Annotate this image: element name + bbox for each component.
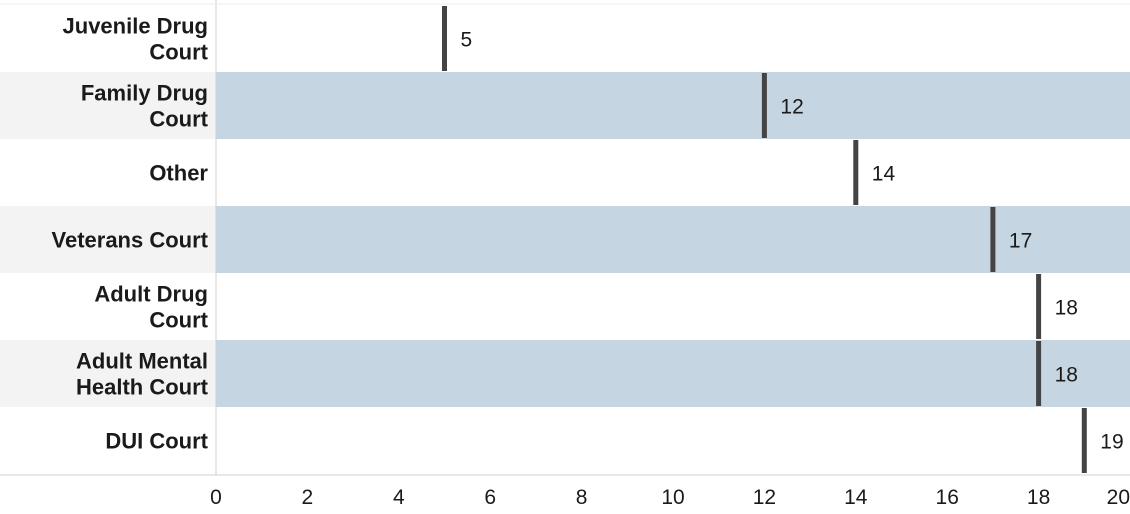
- row-label-juvenile-drug-court-line-2: Court: [149, 40, 208, 65]
- data-label-adult-drug-court: 18: [1055, 297, 1078, 320]
- row-band-adult-mental-health-court: [216, 340, 1130, 407]
- x-tick-label-4: 4: [393, 486, 405, 509]
- x-tick-label-12: 12: [753, 486, 776, 509]
- row-label-dui-court: DUI Court: [105, 429, 208, 454]
- row-label-adult-drug-court-line-1: Adult Drug: [94, 282, 208, 307]
- data-label-veterans-court: 17: [1009, 230, 1032, 253]
- row-label-family-drug-court-line-1: Family Drug: [81, 81, 208, 106]
- data-label-dui-court: 19: [1100, 431, 1123, 454]
- x-tick-label-8: 8: [576, 486, 588, 509]
- row-band-family-drug-court: [216, 72, 1130, 139]
- row-label-veterans-court: Veterans Court: [52, 228, 209, 253]
- row-label-adult-mental-health-court-line-2: Health Court: [76, 375, 209, 400]
- row-label-family-drug-court-line-2: Court: [149, 107, 208, 132]
- x-tick-label-14: 14: [844, 486, 868, 509]
- row-label-other: Other: [149, 161, 208, 186]
- row-label-band-family-drug-court: [0, 72, 216, 139]
- data-label-juvenile-drug-court: 5: [461, 29, 473, 52]
- row-label-band-veterans-court: [0, 206, 216, 273]
- row-band-veterans-court: [216, 206, 1130, 273]
- x-tick-label-18: 18: [1027, 486, 1050, 509]
- data-labels: 5 12 14 17 18 18 19: [461, 29, 1124, 454]
- x-tick-label-16: 16: [936, 486, 959, 509]
- value-markers: [442, 6, 1087, 473]
- x-tick-label-10: 10: [661, 486, 684, 509]
- row-label-adult-drug-court-line-2: Court: [149, 308, 208, 333]
- row-bands: [0, 72, 1130, 407]
- x-tick-label-6: 6: [484, 486, 496, 509]
- x-axis-ticks: 0 2 4 6 8 10 12 14 16 18 20: [210, 486, 1130, 509]
- x-tick-label-0: 0: [210, 486, 222, 509]
- axis-lines: [0, 0, 1130, 476]
- row-label-juvenile-drug-court-line-1: Juvenile Drug: [63, 14, 208, 39]
- data-label-other: 14: [872, 163, 896, 186]
- x-tick-label-20: 20: [1107, 486, 1130, 509]
- row-label-adult-mental-health-court-line-1: Adult Mental: [76, 349, 208, 374]
- x-tick-label-2: 2: [302, 486, 314, 509]
- data-label-family-drug-court: 12: [780, 96, 803, 119]
- row-label-band-adult-mental-health-court: [0, 340, 216, 407]
- data-label-adult-mental-health-court: 18: [1055, 364, 1078, 387]
